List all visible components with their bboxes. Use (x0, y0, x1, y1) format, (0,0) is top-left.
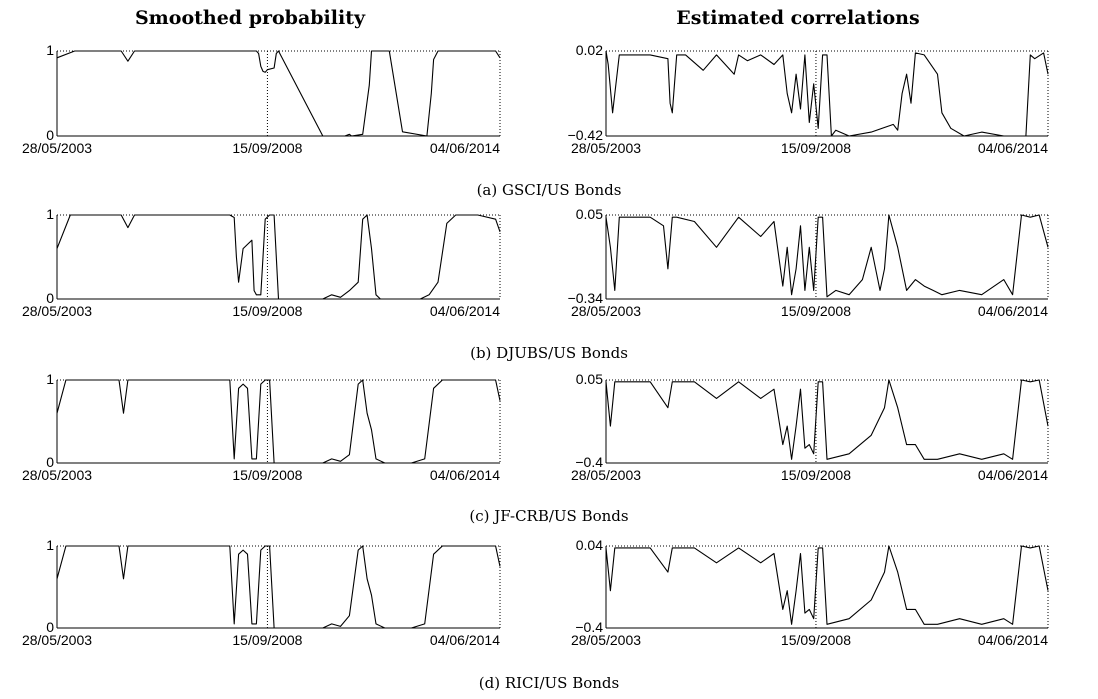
x-tick-0-a-right: 28/05/2003 (571, 140, 641, 156)
right-column-title: Estimated correlations (676, 7, 919, 29)
series-line-d-right (605, 545, 1049, 625)
y-tick-high-a-right: 0.02 (576, 42, 603, 58)
y-tick-high-b-right: 0.05 (576, 206, 603, 222)
x-tick-2-b-left: 04/06/2014 (430, 303, 500, 319)
series-line-c-right (605, 379, 1049, 460)
x-tick-1-b-left: 15/09/2008 (232, 303, 302, 319)
panel-b-left: 0 1 28/05/2003 15/09/2008 04/06/2014 (22, 206, 501, 319)
caption-d: (d) RICI/US Bonds (479, 674, 619, 692)
x-tick-2-c-right: 04/06/2014 (978, 467, 1048, 483)
y-tick-low-b-left: 0 (46, 290, 54, 306)
x-tick-2-a-right: 04/06/2014 (978, 140, 1048, 156)
x-tick-0-c-right: 28/05/2003 (571, 467, 641, 483)
x-tick-1-a-right: 15/09/2008 (781, 140, 851, 156)
x-tick-2-c-left: 04/06/2014 (430, 467, 500, 483)
y-tick-low-b-right: −0.34 (568, 290, 604, 306)
panel-a-left: 0 1 28/05/2003 15/09/2008 04/06/2014 (22, 42, 501, 156)
series-line-c-left (56, 379, 501, 464)
x-tick-1-b-right: 15/09/2008 (781, 303, 851, 319)
panel-c-left: 0 1 28/05/2003 15/09/2008 04/06/2014 (22, 371, 501, 483)
x-tick-1-d-right: 15/09/2008 (781, 632, 851, 648)
x-tick-0-d-left: 28/05/2003 (22, 632, 92, 648)
series-line-d-left (56, 545, 501, 629)
x-tick-1-a-left: 15/09/2008 (232, 140, 302, 156)
y-tick-low-c-left: 0 (46, 454, 54, 470)
y-tick-low-a-left: 0 (46, 127, 54, 143)
panel-b-right: −0.34 0.05 28/05/2003 15/09/2008 04/06/2014 (568, 206, 1049, 319)
series-line-a-left (56, 50, 501, 137)
y-tick-high-a-left: 1 (46, 42, 54, 58)
left-column-title: Smoothed probability (135, 7, 366, 29)
x-tick-1-d-left: 15/09/2008 (232, 632, 302, 648)
x-tick-0-a-left: 28/05/2003 (22, 140, 92, 156)
caption-a: (a) GSCI/US Bonds (477, 181, 622, 199)
x-tick-1-c-left: 15/09/2008 (232, 467, 302, 483)
x-tick-0-d-right: 28/05/2003 (571, 632, 641, 648)
y-tick-high-c-right: 0.05 (576, 371, 603, 387)
x-tick-2-a-left: 04/06/2014 (430, 140, 500, 156)
y-tick-high-d-left: 1 (46, 537, 54, 553)
x-tick-2-d-right: 04/06/2014 (978, 632, 1048, 648)
y-tick-high-c-left: 1 (46, 371, 54, 387)
caption-c: (c) JF-CRB/US Bonds (469, 507, 628, 525)
x-tick-0-b-left: 28/05/2003 (22, 303, 92, 319)
panels: 0 1 28/05/2003 15/09/2008 04/06/2014 −0.42 0.0… (22, 42, 1049, 648)
y-tick-low-a-right: −0.42 (568, 127, 604, 143)
y-tick-high-b-left: 1 (46, 206, 54, 222)
y-tick-high-d-right: 0.04 (576, 537, 603, 553)
x-tick-0-b-right: 28/05/2003 (571, 303, 641, 319)
series-line-a-right (605, 50, 1049, 137)
series-line-b-left (56, 214, 501, 300)
x-tick-2-b-right: 04/06/2014 (978, 303, 1048, 319)
series-line-b-right (605, 214, 1049, 298)
y-tick-low-d-right: −0.4 (575, 619, 603, 635)
panel-d-right: −0.4 0.04 28/05/2003 15/09/2008 04/06/2014 (571, 537, 1049, 648)
caption-b: (b) DJUBS/US Bonds (470, 344, 628, 362)
y-tick-low-d-left: 0 (46, 619, 54, 635)
panel-a-right: −0.42 0.02 28/05/2003 15/09/2008 04/06/2014 (568, 42, 1049, 156)
x-tick-2-d-left: 04/06/2014 (430, 632, 500, 648)
y-tick-low-c-right: −0.4 (575, 454, 603, 470)
x-tick-0-c-left: 28/05/2003 (22, 467, 92, 483)
x-tick-1-c-right: 15/09/2008 (781, 467, 851, 483)
panel-d-left: 0 1 28/05/2003 15/09/2008 04/06/2014 (22, 537, 501, 648)
panel-c-right: −0.4 0.05 28/05/2003 15/09/2008 04/06/2014 (571, 371, 1049, 483)
